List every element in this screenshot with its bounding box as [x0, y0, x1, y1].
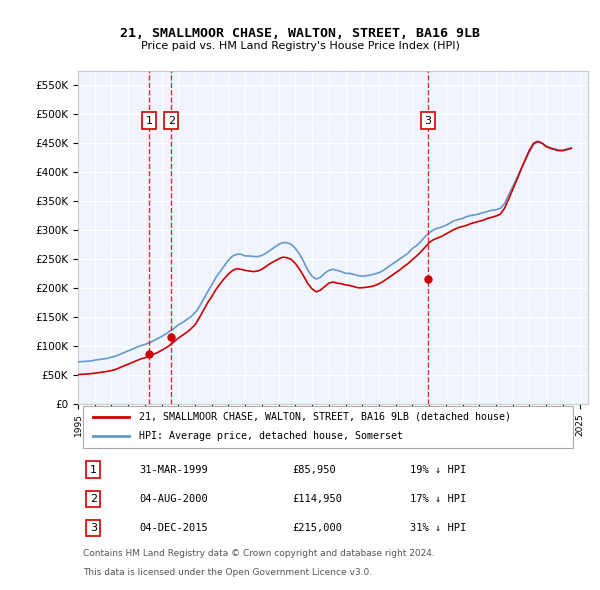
Text: This data is licensed under the Open Government Licence v3.0.: This data is licensed under the Open Gov… — [83, 568, 372, 578]
Text: HPI: Average price, detached house, Somerset: HPI: Average price, detached house, Some… — [139, 431, 403, 441]
Text: 3: 3 — [90, 523, 97, 533]
Text: 19% ↓ HPI: 19% ↓ HPI — [409, 465, 466, 475]
Text: 2: 2 — [90, 494, 97, 504]
FancyBboxPatch shape — [83, 406, 573, 448]
Text: Price paid vs. HM Land Registry's House Price Index (HPI): Price paid vs. HM Land Registry's House … — [140, 41, 460, 51]
Text: 31% ↓ HPI: 31% ↓ HPI — [409, 523, 466, 533]
Text: 1: 1 — [90, 465, 97, 475]
Text: £114,950: £114,950 — [292, 494, 342, 504]
Text: £215,000: £215,000 — [292, 523, 342, 533]
Text: 04-DEC-2015: 04-DEC-2015 — [139, 523, 208, 533]
Text: 31-MAR-1999: 31-MAR-1999 — [139, 465, 208, 475]
Text: 04-AUG-2000: 04-AUG-2000 — [139, 494, 208, 504]
Text: Contains HM Land Registry data © Crown copyright and database right 2024.: Contains HM Land Registry data © Crown c… — [83, 549, 435, 558]
Text: £85,950: £85,950 — [292, 465, 336, 475]
Text: 3: 3 — [424, 116, 431, 126]
Text: 21, SMALLMOOR CHASE, WALTON, STREET, BA16 9LB (detached house): 21, SMALLMOOR CHASE, WALTON, STREET, BA1… — [139, 412, 511, 422]
Text: 1: 1 — [146, 116, 152, 126]
Text: 17% ↓ HPI: 17% ↓ HPI — [409, 494, 466, 504]
Text: 2: 2 — [168, 116, 175, 126]
Text: 21, SMALLMOOR CHASE, WALTON, STREET, BA16 9LB: 21, SMALLMOOR CHASE, WALTON, STREET, BA1… — [120, 27, 480, 40]
